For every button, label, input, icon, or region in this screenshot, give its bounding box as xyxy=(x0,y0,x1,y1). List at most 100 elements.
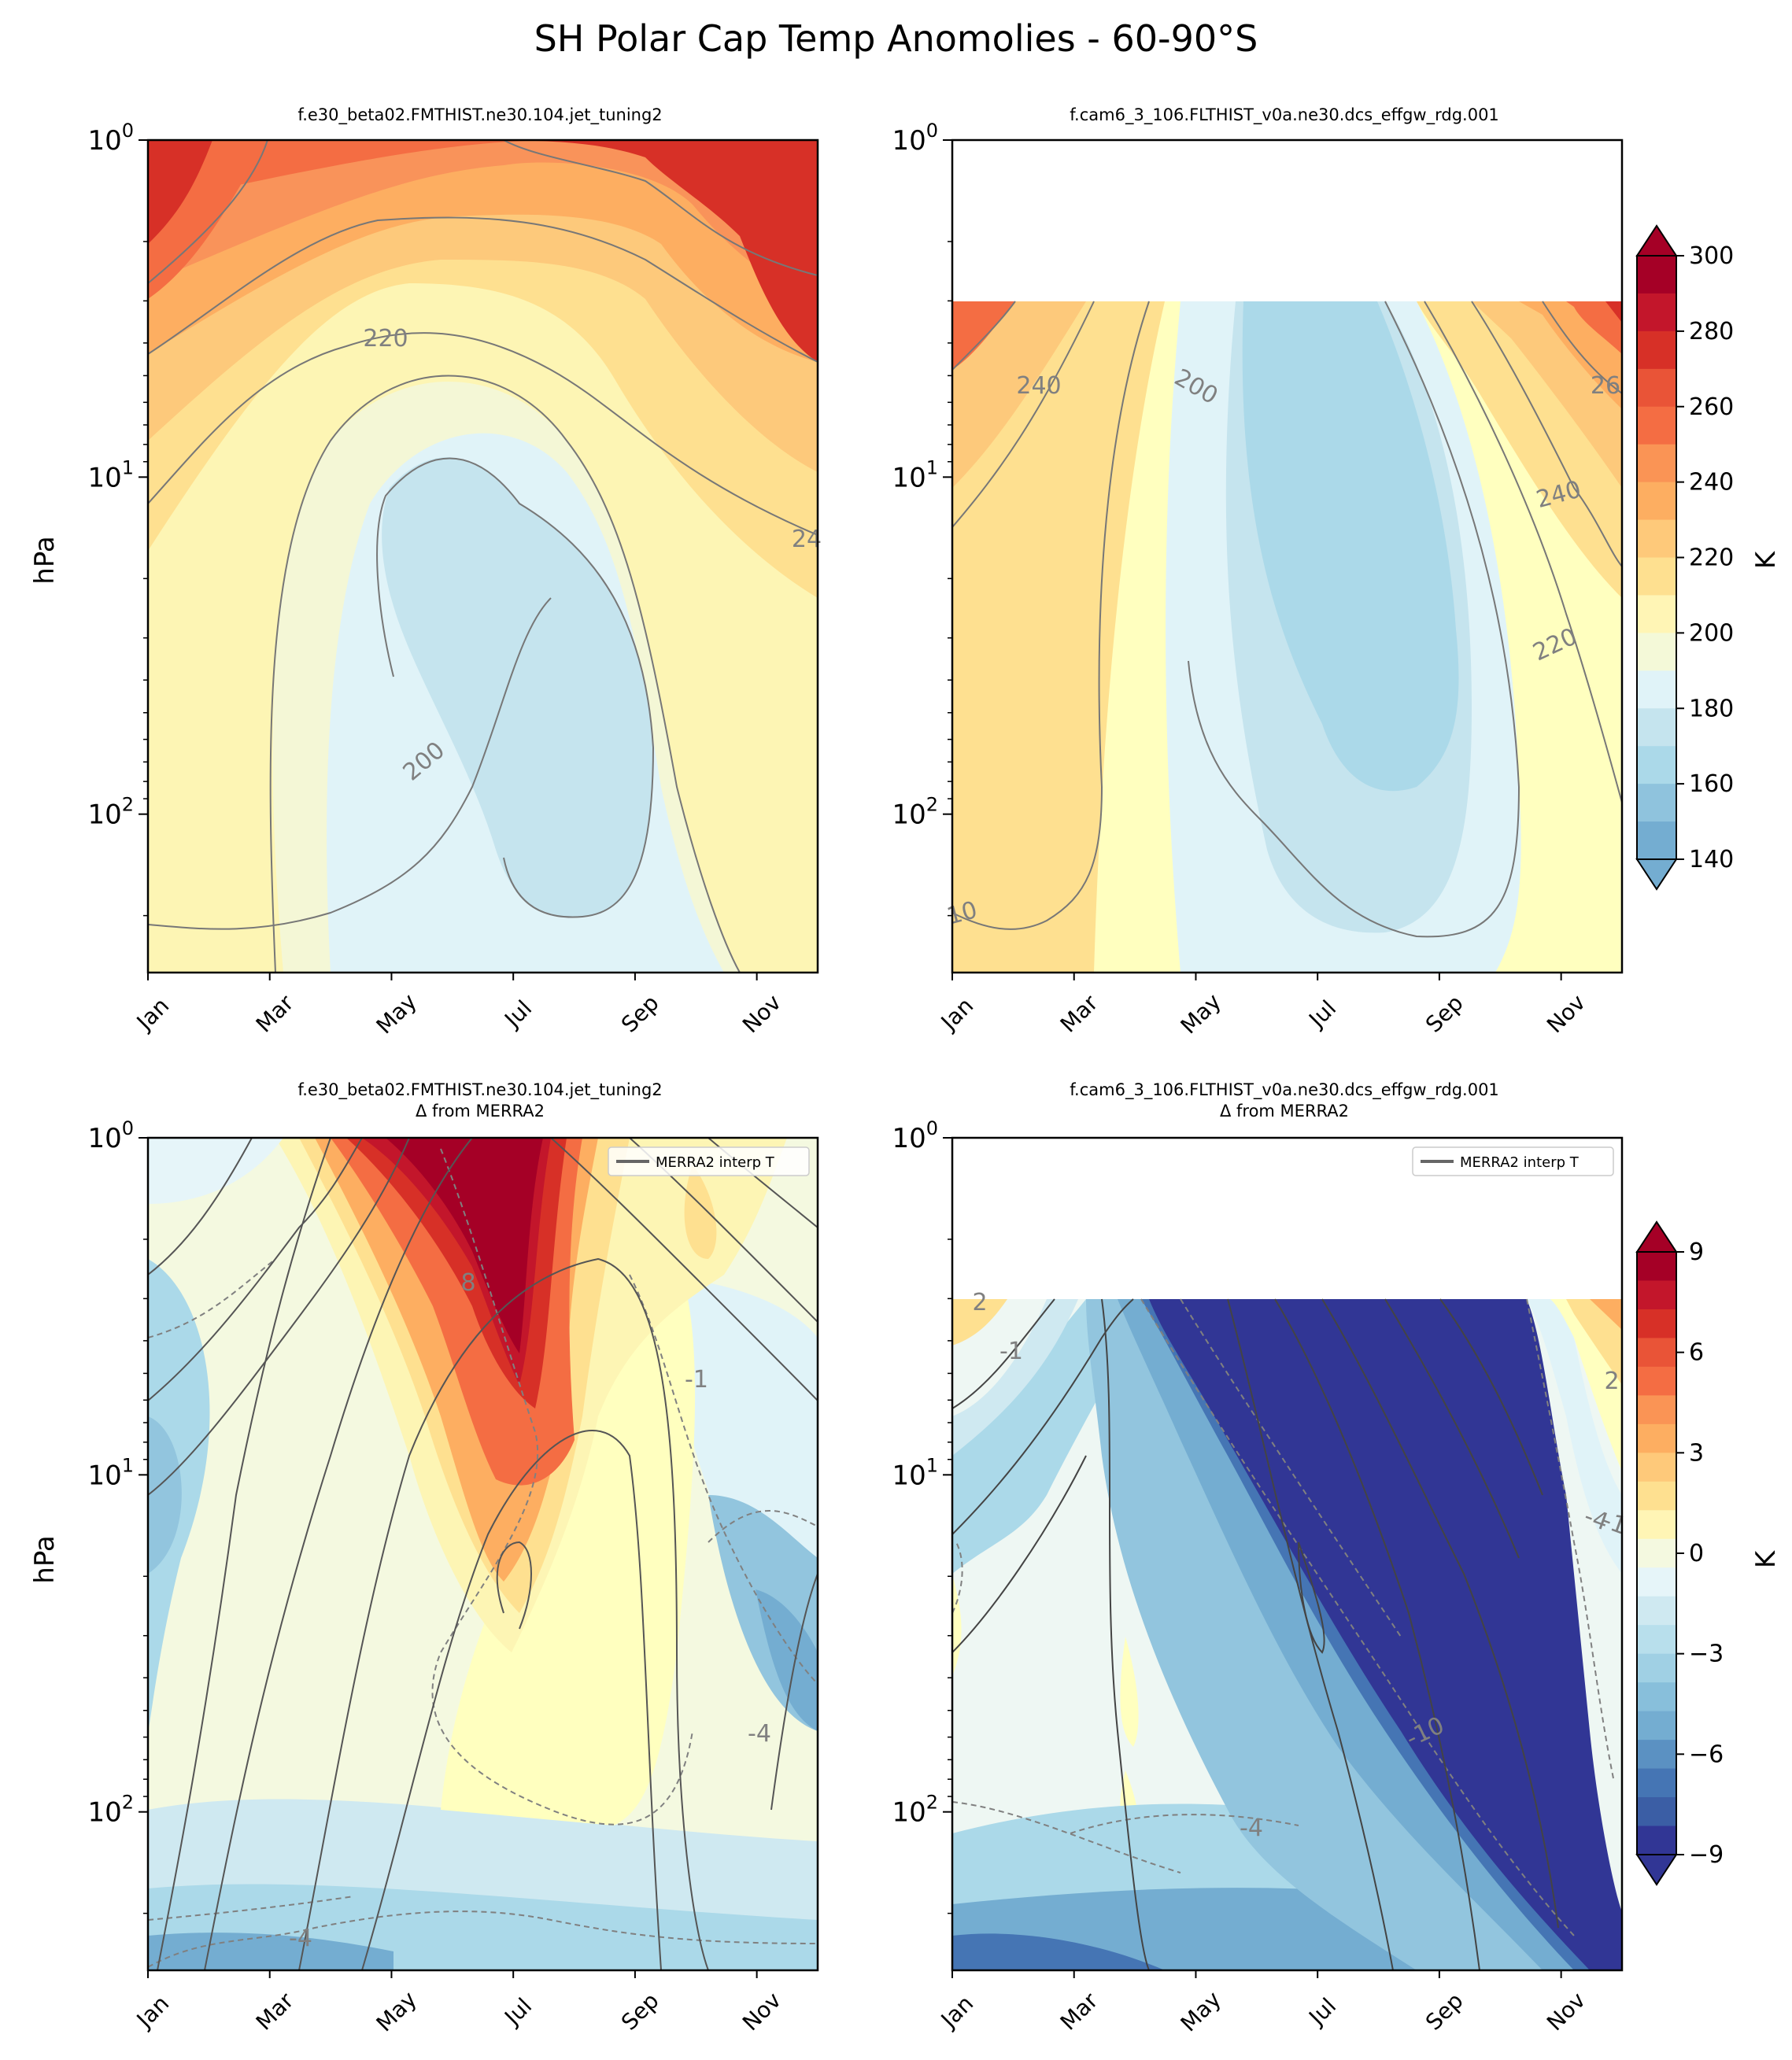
colorbar-tick-label: 0 xyxy=(1689,1540,1704,1567)
contour-line xyxy=(503,140,818,276)
x-tick-label-nov: Nov xyxy=(1542,989,1591,1038)
x-tick-label-may: May xyxy=(1176,988,1226,1039)
band-pos4-right xyxy=(1590,1299,1622,1330)
contour-label-220: 220 xyxy=(363,325,408,353)
colorbar-tick-label: 220 xyxy=(1689,545,1734,572)
contour-label-2-right: 2 xyxy=(1604,1368,1619,1395)
x-tick-label-mar: Mar xyxy=(1055,1988,1103,2036)
field-tl xyxy=(148,140,818,973)
colorbar-swatch xyxy=(1637,1366,1676,1396)
colorbar-swatch xyxy=(1637,784,1676,822)
axes-frame xyxy=(146,138,819,974)
contour-line xyxy=(952,1298,1055,1409)
colorbar-swatch xyxy=(1637,1510,1676,1540)
panel-title-top-right: f.cam6_3_106.FLTHIST_v0a.ne30.dcs_effgw_… xyxy=(1070,105,1499,124)
colorbar-swatch xyxy=(1637,595,1676,633)
x-tick-label-mar: Mar xyxy=(251,1988,299,2036)
panel-title-bottom-left: f.e30_beta02.FMTHIST.ne30.104.jet_tuning… xyxy=(297,1080,663,1099)
colorbar-swatch xyxy=(1637,482,1676,521)
colorbar-swatch xyxy=(1637,293,1676,332)
colorbar-tick-label: −6 xyxy=(1689,1741,1724,1768)
colorbar-top: 300 280 260 240 220 200 180 160 140 xyxy=(1635,224,1734,891)
y-tick-label: 100 xyxy=(892,1117,938,1154)
panel-subtitle-bottom-right: Δ from MERRA2 xyxy=(1219,1102,1350,1120)
band-260-left xyxy=(952,301,1015,370)
contour-line xyxy=(1526,1298,1614,1779)
colorbar-swatch xyxy=(1637,1768,1676,1798)
contour-line xyxy=(952,301,1150,930)
colorbar-tick-label: 3 xyxy=(1689,1439,1704,1467)
colorbar-swatch xyxy=(1637,1567,1676,1597)
contour-line xyxy=(952,1455,1087,1653)
colorbar-swatch xyxy=(1637,368,1676,408)
y-tick-label: 101 xyxy=(892,1454,938,1491)
x-tick-label-sep: Sep xyxy=(1421,990,1469,1038)
x-tick-label-nov: Nov xyxy=(737,989,786,1038)
x-tick-label-jan: Jan xyxy=(935,992,978,1036)
y-tick-label: 101 xyxy=(87,1454,134,1491)
contour-line xyxy=(148,1138,253,1276)
contour-line xyxy=(1439,1298,1543,1496)
x-tick-label-sep: Sep xyxy=(1421,1988,1469,2036)
y-tick-label: 102 xyxy=(87,1792,134,1829)
y-tick-label: 102 xyxy=(892,1792,938,1829)
contour-line xyxy=(770,1573,818,1811)
panel-title-bottom-right: f.cam6_3_106.FLTHIST_v0a.ne30.dcs_effgw_… xyxy=(1070,1080,1499,1099)
colorbar-tick-label: −3 xyxy=(1689,1641,1724,1668)
contour-line xyxy=(148,1138,410,1496)
colorbar-swatch xyxy=(1637,557,1676,596)
band-pos-topright xyxy=(684,1165,717,1259)
colorbar-swatch xyxy=(1637,1395,1676,1425)
legend-box xyxy=(1412,1146,1614,1176)
colorbar-swatch xyxy=(1637,708,1676,747)
contour-label-240-left: 240 xyxy=(1016,372,1061,400)
axes-frame xyxy=(951,138,1624,974)
x-tick-label-jul: Jul xyxy=(499,995,538,1034)
colorbar-swatch xyxy=(1637,1280,1676,1310)
band-185 xyxy=(1242,301,1459,792)
contour-line xyxy=(148,332,818,536)
x-tick-label-nov: Nov xyxy=(1542,1987,1591,2036)
x-tick-label-nov: Nov xyxy=(737,1987,786,2036)
colorbar-swatch xyxy=(1637,1481,1676,1511)
colorbar-swatch xyxy=(1637,1423,1676,1453)
x-tick-label-jan: Jan xyxy=(131,992,174,1036)
contour-line xyxy=(1384,1298,1520,1559)
y-tick-label: 101 xyxy=(87,456,134,493)
colorbar-swatch xyxy=(1637,1338,1676,1368)
band-262 xyxy=(148,140,818,299)
contour-line xyxy=(204,1138,473,1970)
x-tick-label-sep: Sep xyxy=(616,990,664,1038)
legend: MERRA2 interp T xyxy=(608,1146,810,1176)
contour-line xyxy=(496,1541,532,1630)
y-tick-label: 101 xyxy=(892,456,938,493)
colorbar-tick-label: 180 xyxy=(1689,695,1734,722)
field-bl xyxy=(148,1138,818,1970)
contour-label-neg1-left: -1 xyxy=(999,1338,1023,1365)
band-280 xyxy=(472,140,818,362)
colorbar-swatch xyxy=(1637,1625,1676,1655)
colorbar-swatch xyxy=(1637,633,1676,671)
band-neg3-right xyxy=(756,1589,818,1731)
legend-box xyxy=(608,1146,810,1176)
contour-line xyxy=(1227,1298,1394,1970)
contour-line xyxy=(148,140,268,284)
y-tick-label: 102 xyxy=(87,794,134,831)
band-pos7 xyxy=(386,1138,543,1353)
colorbar-swatch xyxy=(1637,1797,1676,1827)
contour-label-neg4-right: -4 xyxy=(748,1720,771,1748)
band-pos2-right xyxy=(1566,1299,1622,1385)
band-195 xyxy=(382,457,653,917)
x-tick-label-may: May xyxy=(371,988,422,1039)
field-tr xyxy=(952,140,1622,973)
contour-label-8: 8 xyxy=(460,1269,475,1297)
y-tick-label: 100 xyxy=(87,120,134,157)
colorbar-extend-max xyxy=(1635,1220,1678,1253)
colorbar-swatch xyxy=(1637,444,1676,483)
colorbar-tick-label: 140 xyxy=(1689,846,1734,873)
contour-line xyxy=(1542,301,1622,394)
colorbar-tick-label: 300 xyxy=(1689,242,1734,270)
band-270 xyxy=(148,140,818,252)
